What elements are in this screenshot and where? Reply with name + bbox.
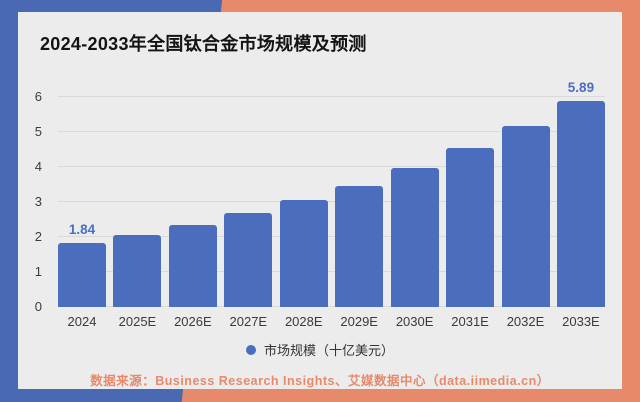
- gridline-1: [58, 271, 605, 272]
- legend-label: 市场规模（十亿美元）: [263, 343, 394, 358]
- bar-2032E: [501, 126, 550, 307]
- x-tick-2029E: 2029E: [340, 314, 378, 329]
- x-axis-labels: 2024 2025E 2026E 2027E 2028E 2029E 2030E 2031E 2…: [58, 314, 605, 329]
- bar-2030E: [390, 167, 439, 307]
- bar-2024: 1.84: [58, 222, 106, 307]
- gridline-4: [58, 166, 605, 167]
- bar-2029E: [335, 185, 384, 307]
- bar-2031E: [446, 148, 495, 307]
- x-tick-2028E: 2028E: [284, 314, 323, 329]
- bar-2028E: [279, 199, 328, 307]
- data-source-note: 数据来源：Business Research Insights、艾媒数据中心（d…: [90, 374, 550, 388]
- plot-area: 1.84 5.89: [58, 80, 605, 307]
- bar-2025E: [113, 235, 162, 307]
- y-tick-6: 6: [34, 89, 42, 104]
- chart-title: 2024-2033年全国钛合金市场规模及预测: [40, 34, 367, 54]
- y-tick-0: 0: [34, 299, 42, 314]
- y-axis-labels: 0 1 2 3 4 5 6: [18, 89, 50, 314]
- y-tick-5: 5: [34, 124, 42, 139]
- x-tick-2024: 2024: [67, 314, 97, 329]
- gridline-3: [58, 201, 605, 202]
- x-tick-2033E: 2033E: [562, 314, 600, 329]
- x-tick-2027E: 2027E: [229, 314, 268, 329]
- gridline-6: [58, 96, 605, 97]
- y-tick-2: 2: [34, 229, 42, 244]
- bar-value-label-2024: 1.84: [68, 221, 96, 237]
- bar-2026E: [168, 224, 217, 307]
- gridline-2: [58, 236, 605, 237]
- legend-marker-icon: [245, 344, 256, 355]
- legend: 市场规模（十亿美元）: [18, 340, 622, 359]
- bar-2027E: [224, 213, 273, 307]
- gridline-0: [58, 306, 605, 307]
- y-tick-4: 4: [34, 159, 42, 174]
- bars: 1.84 5.89: [58, 80, 605, 307]
- y-tick-1: 1: [34, 264, 42, 279]
- x-tick-2030E: 2030E: [395, 314, 434, 329]
- x-tick-2031E: 2031E: [451, 314, 489, 329]
- x-tick-2026E: 2026E: [174, 314, 212, 329]
- y-tick-3: 3: [34, 194, 42, 209]
- x-tick-2032E: 2032E: [506, 314, 545, 329]
- bar-2033E: 5.89: [556, 80, 605, 307]
- bar-value-label-2033E: 5.89: [567, 79, 595, 95]
- x-tick-2025E: 2025E: [118, 314, 157, 329]
- gridline-5: [58, 131, 605, 132]
